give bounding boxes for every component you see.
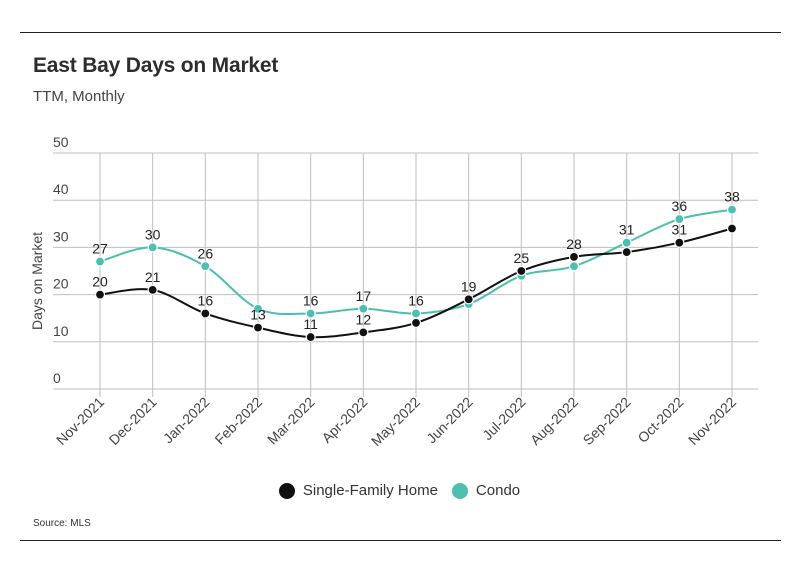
data-point-single-family xyxy=(726,223,738,234)
data-label-single-family: 13 xyxy=(250,307,266,323)
legend-marker-condo xyxy=(451,482,468,499)
data-label-single-family: 21 xyxy=(145,269,161,285)
data-label-single-family: 16 xyxy=(198,292,214,308)
data-point-single-family xyxy=(410,317,422,329)
x-tick-label: Aug-2022 xyxy=(527,394,581,448)
x-tick-label: Jul-2022 xyxy=(479,394,528,443)
data-label-single-family: 20 xyxy=(92,274,108,290)
x-tick-label: Dec-2021 xyxy=(106,394,160,448)
x-tick-label: Mar-2022 xyxy=(264,394,318,448)
legend-label-condo: Condo xyxy=(475,482,521,499)
data-label-single-family: 25 xyxy=(514,250,530,266)
data-point-condo xyxy=(674,213,685,225)
data-point-single-family xyxy=(305,331,316,343)
data-point-condo xyxy=(252,303,264,314)
data-point-condo xyxy=(410,308,422,319)
x-tick-label: Nov-2022 xyxy=(685,394,739,448)
legend: Single-Family Home Condo xyxy=(0,482,799,499)
data-label-condo: 27 xyxy=(92,241,108,257)
data-label-condo: 38 xyxy=(724,189,740,205)
data-label-condo: 16 xyxy=(303,292,319,308)
y-tick-label: 20 xyxy=(53,276,69,292)
data-point-single-family xyxy=(621,247,632,258)
data-point-single-family xyxy=(568,251,580,262)
data-point-single-family xyxy=(94,289,106,300)
data-label-condo: 30 xyxy=(145,226,161,242)
data-point-condo xyxy=(147,242,158,253)
data-label-single-family: 19 xyxy=(461,278,477,294)
top-rule xyxy=(20,32,781,33)
data-label-condo: 17 xyxy=(356,288,372,304)
data-point-single-family xyxy=(463,294,474,305)
bottom-rule xyxy=(20,540,781,541)
y-tick-label: 50 xyxy=(53,134,69,150)
legend-item-single-family: Single-Family Home xyxy=(278,482,438,499)
data-point-single-family xyxy=(674,237,685,248)
data-point-condo xyxy=(726,204,738,215)
x-tick-label: Jun-2022 xyxy=(423,394,476,447)
data-point-single-family xyxy=(147,284,158,295)
data-point-condo xyxy=(568,261,580,272)
data-label-single-family: 31 xyxy=(672,222,688,238)
data-point-single-family xyxy=(252,322,264,333)
data-point-condo xyxy=(200,261,211,272)
x-tick-label: Sep-2022 xyxy=(580,394,634,448)
data-label-condo: 31 xyxy=(619,222,635,238)
data-label-single-family: 28 xyxy=(566,236,582,252)
legend-label-single-family: Single-Family Home xyxy=(302,482,438,499)
data-label-single-family: 12 xyxy=(356,311,372,327)
data-label-condo: 36 xyxy=(672,198,688,214)
x-tick-label: Oct-2022 xyxy=(634,394,686,446)
source-note: Source: MLS xyxy=(33,518,91,529)
data-point-single-family xyxy=(200,308,211,319)
data-point-condo xyxy=(305,308,316,319)
data-point-condo xyxy=(94,256,106,267)
data-label-condo: 26 xyxy=(198,245,214,261)
y-tick-label: 30 xyxy=(53,228,69,244)
data-label-single-family: 11 xyxy=(303,316,318,332)
legend-marker-single-family xyxy=(278,482,295,499)
y-tick-label: 40 xyxy=(53,181,69,197)
chart-title: East Bay Days on Market xyxy=(33,54,279,77)
x-tick-label: Apr-2022 xyxy=(318,394,370,446)
x-tick-label: Jan-2022 xyxy=(160,394,213,447)
data-point-single-family xyxy=(358,327,369,338)
x-tick-label: May-2022 xyxy=(368,394,423,449)
data-point-single-family xyxy=(516,265,527,277)
data-label-condo: 16 xyxy=(408,292,424,308)
data-point-condo xyxy=(358,303,369,314)
legend-item-condo: Condo xyxy=(451,482,521,499)
y-tick-label: 0 xyxy=(53,370,61,386)
y-tick-label: 10 xyxy=(53,323,69,339)
x-tick-label: Nov-2021 xyxy=(53,394,107,448)
y-axis-title: Days on Market xyxy=(29,232,45,330)
data-point-condo xyxy=(621,237,632,248)
x-tick-label: Feb-2022 xyxy=(211,394,265,448)
chart-subtitle: TTM, Monthly xyxy=(33,88,125,105)
